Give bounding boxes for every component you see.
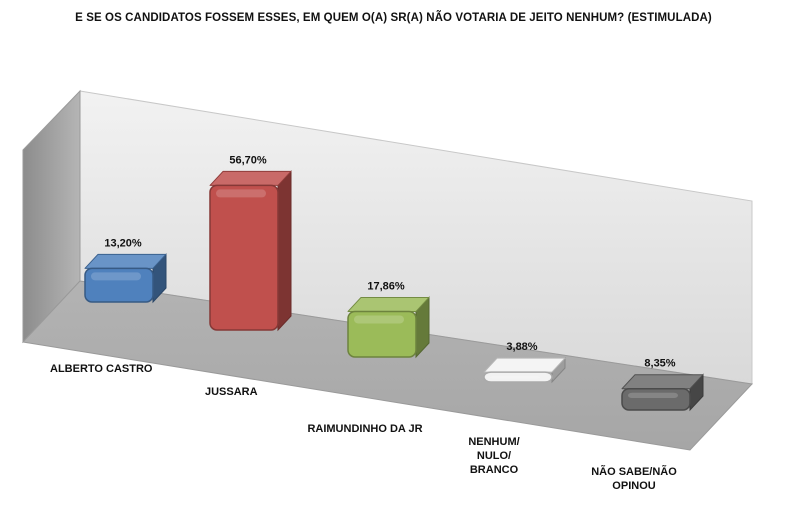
bar-4 [483, 356, 566, 384]
bar-2 [209, 170, 292, 332]
data-label-4: 3,88% [506, 341, 537, 353]
category-label-2: JUSSARA [205, 386, 258, 398]
category-label-5: NÃO SABE/NÃO OPINOU [591, 465, 677, 492]
data-label-5: 8,35% [644, 358, 675, 370]
chart-title: E SE OS CANDIDATOS FOSSEM ESSES, EM QUEM… [75, 12, 712, 24]
bar-top-face [483, 357, 566, 373]
bar-top-face [347, 296, 430, 312]
category-label-4: NENHUM/NULO/BRANCO [468, 436, 519, 476]
bar-top-face [84, 253, 167, 269]
chart-floor [21, 280, 754, 451]
bar-front-face [483, 371, 553, 383]
bar-highlight [490, 376, 540, 379]
category-label-1: ALBERTO CASTRO [50, 363, 153, 375]
bar-highlight [628, 392, 678, 399]
bar-front-face [347, 310, 417, 358]
bar-front-face [621, 387, 691, 411]
bar-highlight [91, 272, 141, 281]
bar-1 [84, 253, 167, 304]
bar-top-face [621, 374, 704, 390]
bar-front-face [84, 267, 154, 303]
data-label-2: 56,70% [229, 154, 267, 166]
bar-top-face [209, 170, 292, 186]
category-label-3: RAIMUNDINHO DA JR [307, 423, 422, 435]
bar-5 [621, 373, 704, 412]
data-label-1: 13,20% [104, 237, 142, 249]
bar-highlight [354, 315, 404, 324]
data-label-3: 17,86% [367, 280, 405, 292]
bar-highlight [216, 189, 266, 198]
bar-front-face [209, 184, 279, 331]
bar-3 [347, 296, 430, 359]
bar-side-face [277, 170, 292, 332]
